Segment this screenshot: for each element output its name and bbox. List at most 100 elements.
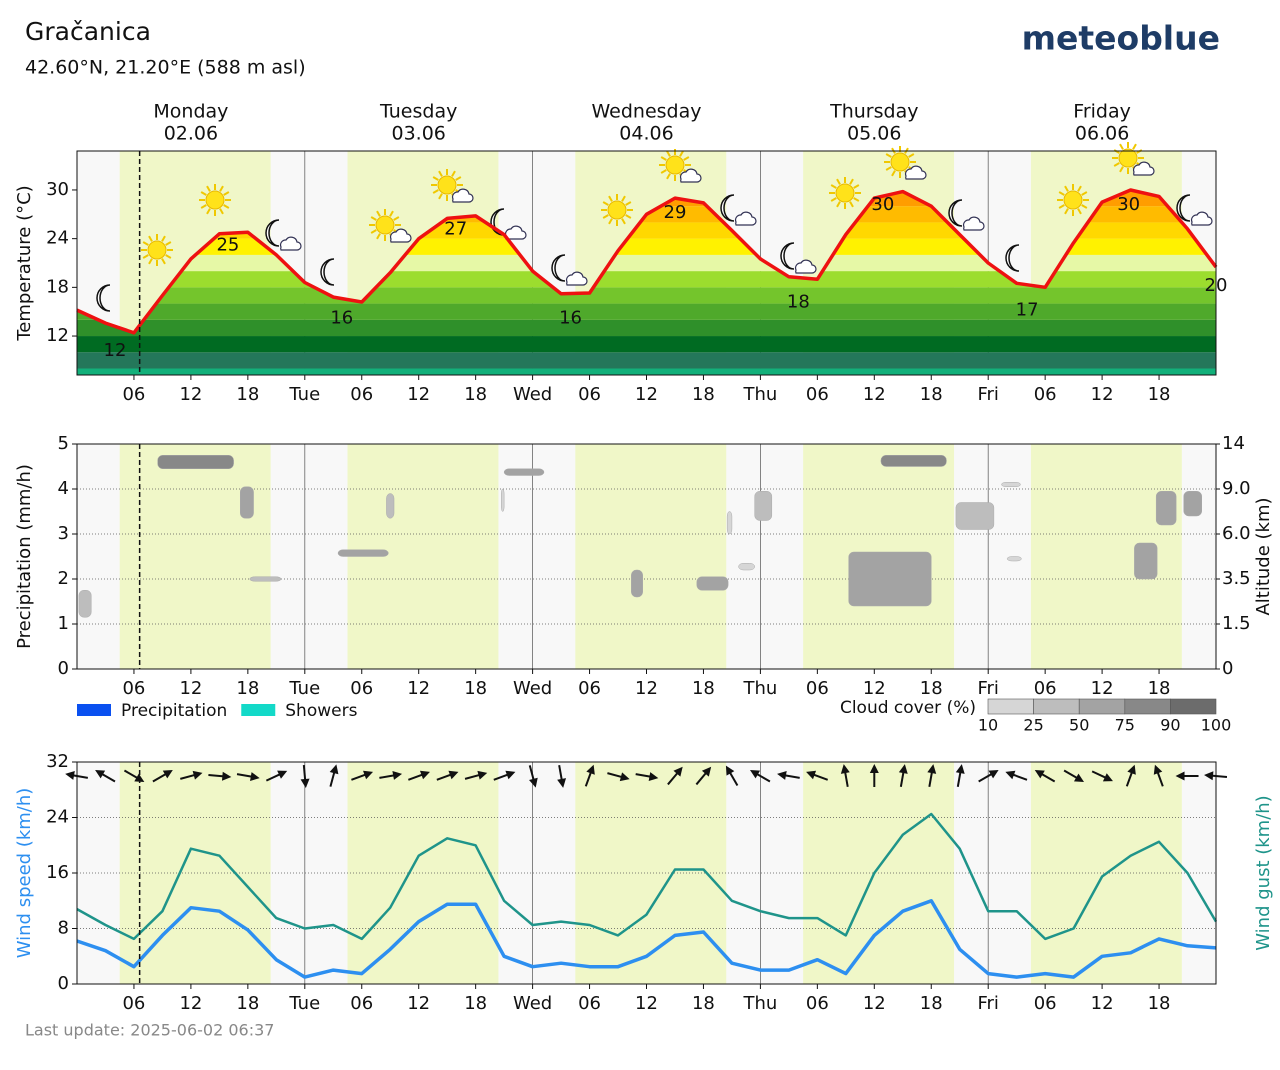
arrow-head: [192, 770, 203, 780]
y2-tick-label: 6.0: [1222, 523, 1251, 544]
arrow-head: [1127, 764, 1136, 775]
colorbar-segment: [1124, 698, 1171, 715]
colorbar-segment: [1033, 698, 1080, 715]
sun-ray: [1113, 162, 1120, 167]
y2-axis-label: Altitude (km): [1253, 497, 1274, 615]
cloud-patch: [1001, 482, 1021, 487]
wind-arrow: [898, 764, 908, 788]
x-tick-label: 12: [179, 993, 202, 1014]
cloud-patch: [78, 590, 92, 618]
sun-ray: [200, 191, 207, 196]
moon-crescent: [780, 242, 795, 270]
cloud-patch: [1006, 556, 1022, 562]
wind-arrow: [152, 770, 173, 783]
temperature-label: 18: [787, 291, 810, 312]
x-tick-label: 06: [122, 993, 145, 1014]
moon-icon: [1005, 244, 1020, 272]
sun-ray: [679, 150, 684, 157]
sun-icon: [369, 209, 412, 243]
x-tick-label: Thu: [742, 993, 777, 1014]
wind-arrow: [1005, 770, 1028, 781]
sun-ray: [666, 173, 671, 180]
cloud-patch: [1155, 491, 1177, 526]
arrow-head: [419, 770, 430, 780]
arrow-head: [1204, 771, 1214, 781]
daylight-band: [1030, 444, 1182, 669]
sun-icon: [431, 169, 474, 203]
y-tick-label: 0: [58, 973, 69, 994]
sun-ray: [223, 204, 230, 209]
x-tick-label: 06: [350, 993, 373, 1014]
moon-icon: [320, 258, 335, 286]
sun-ray: [621, 218, 626, 225]
arrow-head: [725, 765, 735, 776]
sun-disc: [205, 190, 225, 210]
x-tick-label: 12: [1091, 384, 1114, 405]
colorbar-segment: [1078, 698, 1126, 715]
sun-ray: [376, 233, 381, 240]
sun-ray: [1081, 191, 1088, 196]
cloud-icon: [451, 188, 474, 203]
sun-ray: [891, 170, 896, 177]
sun-ray: [1119, 143, 1124, 150]
arrow-head: [1175, 771, 1185, 781]
sun-ray: [148, 235, 153, 242]
temperature-label: 16: [330, 308, 353, 329]
cloud-icon: [389, 228, 412, 243]
arrow-head: [250, 772, 260, 781]
temperature-band: [77, 303, 1216, 320]
x-tick-label: 06: [578, 993, 601, 1014]
y2-tick-label: 1.5: [1222, 613, 1251, 634]
wind-arrow: [236, 772, 260, 781]
wind-arrow: [777, 771, 800, 780]
sun-ray: [376, 210, 381, 217]
sun-ray: [836, 201, 841, 208]
cloud-patch: [1134, 542, 1158, 580]
moon-crescent: [720, 194, 735, 222]
temperature-band: [77, 319, 1216, 337]
temperature-line: [76, 188, 1218, 335]
sun-ray: [666, 150, 671, 157]
sun-ray: [1132, 143, 1137, 150]
y-tick-label: 1: [58, 613, 69, 634]
x-tick-label: 12: [179, 678, 202, 699]
colorbar-label: Cloud cover (%): [840, 698, 976, 718]
arrow-head: [586, 764, 595, 775]
x-tick-label: 18: [920, 993, 943, 1014]
wind-speed-line: [76, 899, 1217, 979]
arrow-head: [1034, 770, 1045, 779]
day-name: Friday: [1073, 101, 1131, 123]
moon-icon: [265, 219, 302, 251]
sun-ray: [683, 156, 690, 161]
cloud-patch: [501, 488, 505, 512]
sun-icon: [141, 234, 173, 266]
x-tick-label: 06: [578, 384, 601, 405]
cloud-patch: [249, 576, 282, 582]
sun-ray: [438, 170, 443, 177]
sun-icon: [659, 149, 702, 183]
cloud-patch: [631, 569, 643, 598]
y-tick-label: 4: [58, 478, 69, 499]
colorbar-tick-label: 10: [978, 716, 998, 735]
arrow-head: [869, 764, 879, 773]
sun-ray: [161, 258, 166, 265]
arrow-head: [557, 778, 567, 788]
daylight-band: [119, 444, 271, 669]
legend-label: Precipitation: [121, 701, 227, 721]
sun-ray: [206, 185, 211, 192]
y-axis-label: Precipitation (mm/h): [14, 464, 35, 649]
sun-ray: [908, 153, 915, 158]
moon-icon: [96, 284, 111, 312]
y-axis-label: Temperature (°C): [14, 185, 35, 341]
sun-ray: [602, 201, 609, 206]
wind-arrow: [667, 766, 683, 786]
y2-axis-label: Wind gust (km/h): [1253, 795, 1274, 950]
x-tick-label: 12: [1091, 993, 1114, 1014]
sun-ray: [432, 176, 439, 181]
wind-arrow: [208, 771, 232, 781]
sun-ray: [142, 254, 149, 259]
temperature-label: 17: [1016, 299, 1039, 320]
x-tick-label: 06: [350, 678, 373, 699]
arrow-head: [448, 770, 459, 780]
